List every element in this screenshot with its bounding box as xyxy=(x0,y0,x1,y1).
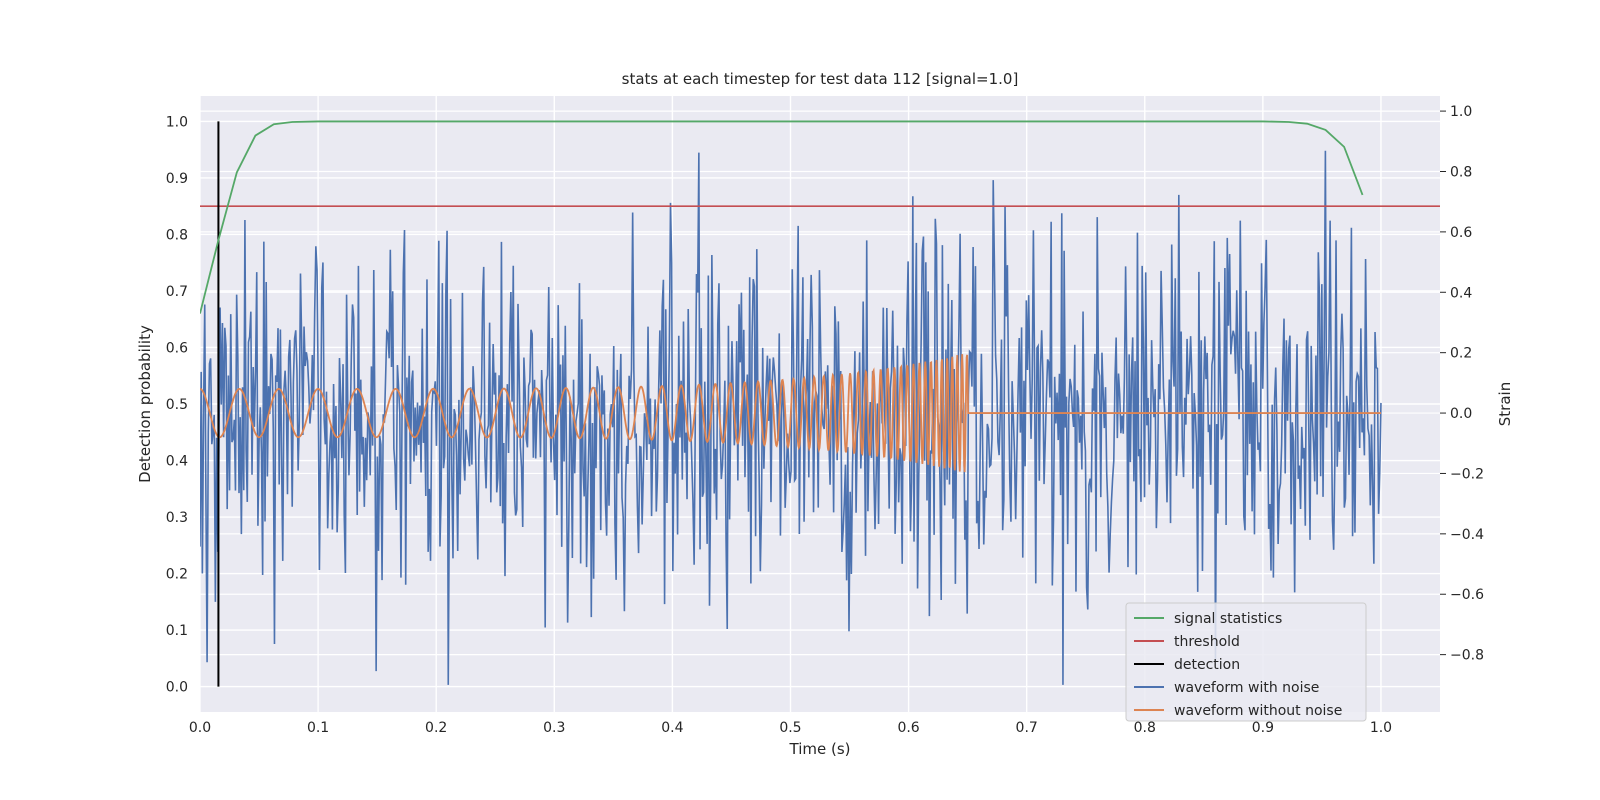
y-right-tick-label: 0.6 xyxy=(1450,225,1472,241)
legend-item-label: threshold xyxy=(1174,634,1240,650)
y-left-tick-label: 0.5 xyxy=(166,397,188,413)
x-tick-label: 1.0 xyxy=(1370,720,1392,736)
legend-box xyxy=(1125,602,1367,722)
x-tick-label: 0.7 xyxy=(1016,720,1038,736)
y-left-tick-label: 0.8 xyxy=(166,227,188,243)
legend-item-label: signal statistics xyxy=(1174,611,1282,627)
x-tick-label: 0.4 xyxy=(661,720,683,736)
x-axis-label: Time (s) xyxy=(789,740,851,758)
axes-layer: 0.0 0.1 0.2 0.3 0.4 0.5 0.6 0.7 0.8 0.9 1.0 0.0 0.1 0… xyxy=(166,104,1484,736)
y-left-tick-label: 1.0 xyxy=(166,114,188,130)
y-right-tick-label: −0.4 xyxy=(1450,527,1484,543)
legend-item-label: detection xyxy=(1174,657,1240,673)
y-left-tick-label: 0.1 xyxy=(166,623,188,639)
y-right-tick-label: 0.0 xyxy=(1450,406,1472,422)
y-axis-left-label: Detection probability xyxy=(136,325,154,483)
legend: signal statistics threshold detection wavef… xyxy=(1125,602,1367,722)
x-tick-label: 0.8 xyxy=(1134,720,1156,736)
y-left-tick-label: 0.9 xyxy=(166,171,188,187)
y-left-tick-label: 0.0 xyxy=(166,680,188,696)
y-right-tick-label: −0.2 xyxy=(1450,466,1484,482)
y-right-tick-label: 0.4 xyxy=(1450,285,1472,301)
y-left-tick-label: 0.3 xyxy=(166,510,188,526)
series-waveform-with-noise xyxy=(200,150,1382,685)
y-left-tick-label: 0.7 xyxy=(166,284,188,300)
series-waveform-without-noise xyxy=(200,354,1381,473)
x-tick-label: 0.9 xyxy=(1252,720,1274,736)
y-left-tick-label: 0.2 xyxy=(166,567,188,583)
series-layer xyxy=(200,120,1440,687)
legend-item-label: waveform with noise xyxy=(1174,680,1319,696)
x-tick-label: 0.0 xyxy=(189,720,211,736)
legend-item-label: waveform without noise xyxy=(1174,703,1342,719)
y-right-tick-label: 0.8 xyxy=(1450,164,1472,180)
y-right-tick-label: −0.8 xyxy=(1450,648,1484,664)
x-tick-label: 0.5 xyxy=(779,720,801,736)
y-right-tick-label: 0.2 xyxy=(1450,346,1472,362)
y-right-tick-label: −0.6 xyxy=(1450,587,1484,603)
series-signal-statistics xyxy=(200,120,1364,314)
x-tick-label: 0.6 xyxy=(897,720,919,736)
y-axis-right-label: Strain xyxy=(1496,382,1514,426)
x-tick-label: 0.1 xyxy=(307,720,329,736)
chart-title: stats at each timestep for test data 112… xyxy=(622,70,1019,88)
y-left-tick-label: 0.4 xyxy=(166,454,188,470)
y-right-tick-label: 1.0 xyxy=(1450,104,1472,120)
x-tick-label: 0.2 xyxy=(425,720,447,736)
y-left-tick-label: 0.6 xyxy=(166,340,188,356)
x-tick-label: 0.3 xyxy=(543,720,565,736)
